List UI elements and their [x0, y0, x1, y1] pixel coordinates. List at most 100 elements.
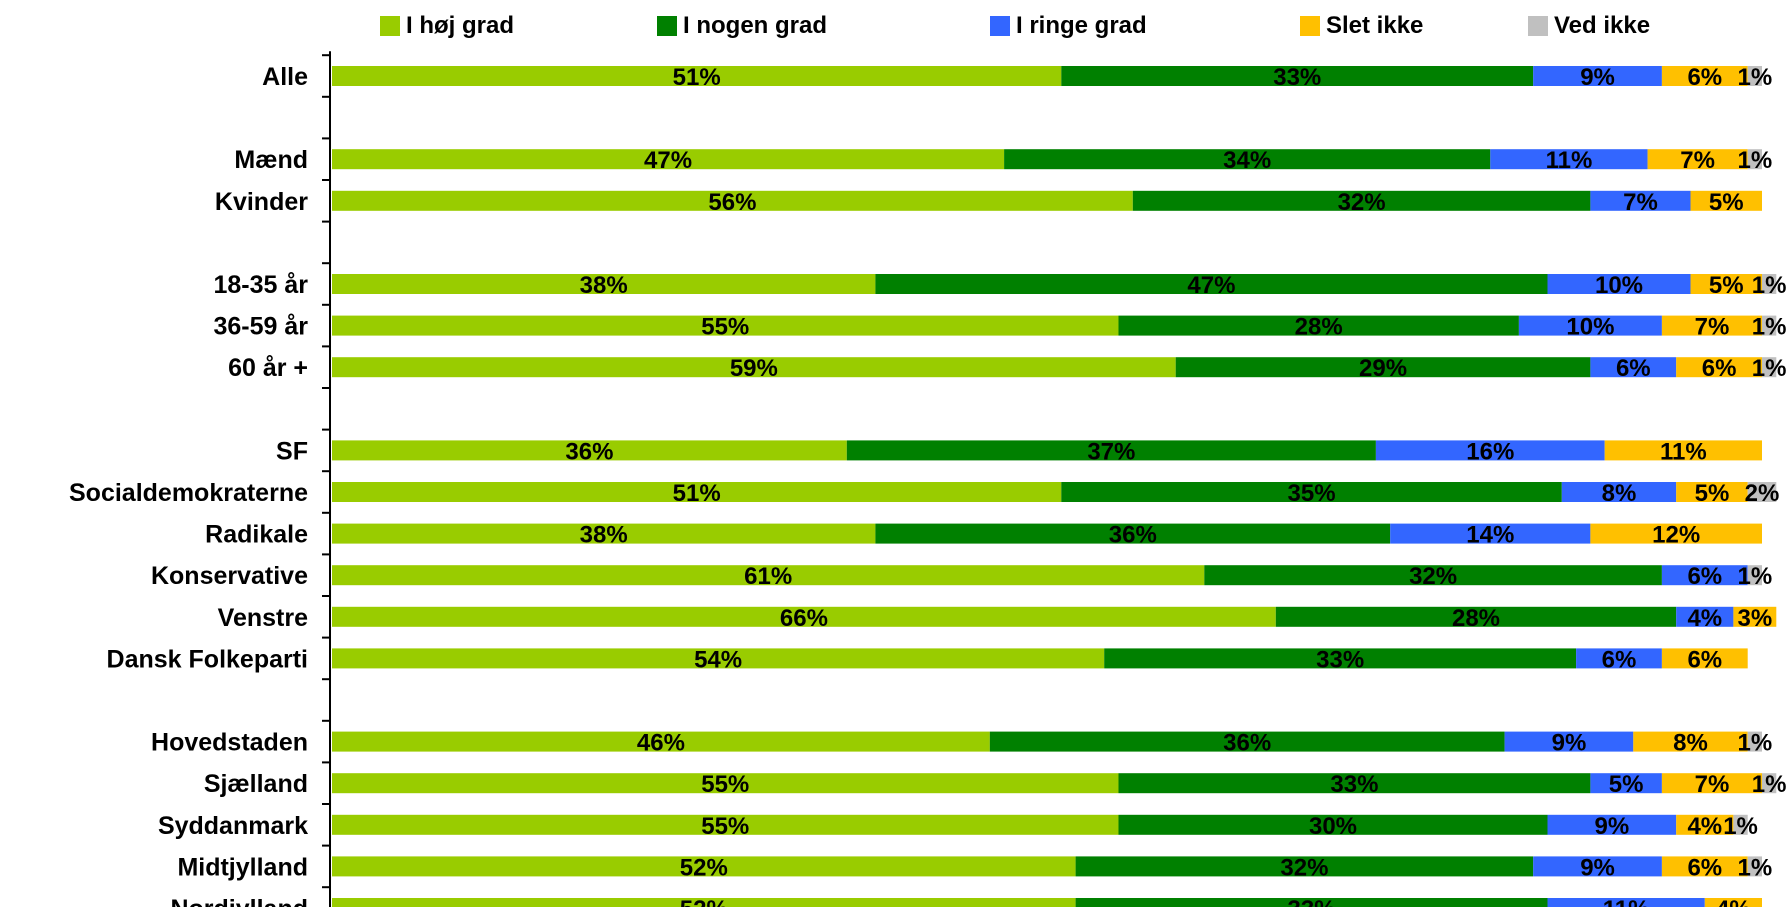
category-label: Dansk Folkeparti [107, 645, 308, 673]
bar-segment [1490, 149, 1648, 170]
bar-segment [1061, 482, 1562, 502]
bar-segment [1547, 898, 1705, 907]
bar-segment [1132, 190, 1591, 211]
bar-segment [1504, 731, 1634, 752]
bar-segment [1590, 357, 1677, 378]
bar-segment [1733, 814, 1748, 835]
data-label: 55% [701, 314, 749, 341]
bar-segment [1590, 523, 1762, 544]
category-label: Nordjylland [170, 895, 308, 907]
bar-segment [332, 731, 990, 752]
category-label: SF [276, 437, 308, 465]
data-label: 6% [1687, 563, 1722, 590]
data-label: 8% [1673, 730, 1708, 757]
data-label: 55% [701, 771, 749, 798]
bar-segment [1690, 274, 1762, 294]
bar-segment [1676, 814, 1734, 835]
legend-label: I ringe grad [1016, 12, 1147, 39]
data-label: 5% [1709, 272, 1744, 299]
category-label: Alle [262, 63, 308, 91]
bar-segment [1661, 856, 1748, 877]
bar-segment [1704, 898, 1762, 907]
bar-segment [332, 66, 1062, 86]
data-label: 9% [1552, 730, 1587, 757]
data-label: 10% [1595, 272, 1643, 299]
bar-segment [1747, 149, 1762, 170]
data-label: 1% [1752, 272, 1787, 299]
data-label: 10% [1566, 314, 1614, 341]
data-label: 32% [1280, 854, 1328, 881]
bar-segment [1747, 66, 1762, 86]
data-label: 36% [1223, 730, 1271, 757]
bar-segment [332, 856, 1076, 877]
bar-segment [1762, 773, 1777, 794]
bar-segment [332, 482, 1062, 502]
bar-segment [1104, 648, 1577, 669]
data-label: 1% [1738, 64, 1773, 91]
bar-segment [1690, 190, 1762, 211]
bar-segment [1533, 66, 1662, 86]
bar-segment [1747, 565, 1762, 586]
data-label: 36% [565, 438, 613, 465]
bar-segment [1676, 606, 1734, 627]
legend-swatch [657, 16, 677, 36]
data-label: 11% [1660, 438, 1707, 465]
bar-segment [332, 565, 1205, 586]
data-label: 1% [1723, 813, 1758, 840]
bar-segment [1661, 648, 1748, 669]
bar-segment [332, 149, 1005, 170]
data-label: 55% [701, 813, 749, 840]
data-label: 9% [1580, 854, 1615, 881]
category-label: Kvinder [215, 188, 308, 216]
data-label: 5% [1709, 189, 1744, 216]
bar-segment [1075, 856, 1534, 877]
category-label: 60 år + [228, 354, 308, 382]
bar-segment [332, 274, 876, 294]
category-label: Mænd [234, 146, 308, 174]
bar-segment [1118, 814, 1548, 835]
data-label: 38% [580, 522, 628, 549]
bar-segment [1004, 149, 1491, 170]
data-label: 33% [1330, 771, 1378, 798]
category-label: 36-59 år [213, 313, 308, 341]
bar-segment [1604, 440, 1762, 461]
data-label: 52% [680, 896, 728, 907]
data-label: 8% [1602, 480, 1637, 507]
data-label: 4% [1687, 813, 1722, 840]
category-label: 18-35 år [213, 271, 308, 299]
bar-segment [332, 357, 1176, 378]
legend-label: I nogen grad [683, 12, 827, 39]
data-label: 36% [1109, 522, 1157, 549]
bar-segment [1676, 482, 1748, 502]
bar-segment [1547, 814, 1677, 835]
data-label: 4% [1716, 896, 1751, 907]
bar-segment [332, 606, 1276, 627]
bar-segment [1561, 482, 1677, 502]
data-label: 4% [1687, 605, 1722, 632]
bar-segment [332, 523, 876, 544]
legend-label: I høj grad [406, 12, 514, 39]
data-label: 1% [1738, 147, 1773, 174]
bar-segment [332, 440, 847, 461]
data-label: 52% [680, 854, 728, 881]
bar-segment [1547, 274, 1691, 294]
data-label: 6% [1687, 854, 1722, 881]
data-label: 51% [673, 480, 721, 507]
bar-segment [875, 274, 1548, 294]
data-label: 47% [644, 147, 692, 174]
data-label: 1% [1738, 563, 1773, 590]
bar-segment [1661, 773, 1762, 794]
data-label: 6% [1687, 646, 1722, 673]
data-label: 11% [1546, 147, 1593, 174]
bar-segment [1661, 315, 1762, 336]
data-label: 33% [1273, 64, 1321, 91]
bar-segment [1175, 357, 1591, 378]
data-label: 38% [580, 272, 628, 299]
data-label: 3% [1738, 605, 1773, 632]
data-label: 61% [744, 563, 792, 590]
data-label: 34% [1223, 147, 1271, 174]
data-label: 2% [1745, 480, 1780, 507]
data-label: 54% [694, 646, 742, 673]
bar-segment [1390, 523, 1591, 544]
legend-label: Slet ikke [1326, 12, 1423, 39]
